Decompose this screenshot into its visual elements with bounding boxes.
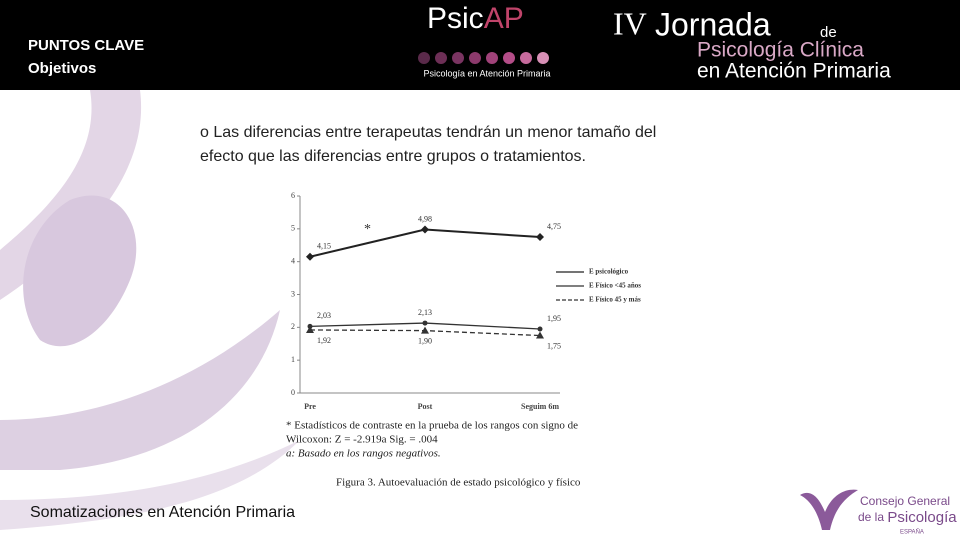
legend-label: E psicológico: [589, 268, 629, 276]
jornada-line3: en Atención Primaria: [697, 60, 891, 83]
decor: [0, 310, 280, 470]
jornada-word: Jornada: [655, 6, 771, 42]
value-label: 4,98: [418, 214, 432, 223]
logo-dots: [418, 52, 549, 64]
marker: [537, 326, 543, 332]
marker: [306, 325, 314, 333]
section: PUNTOS CLAVE: [28, 37, 144, 54]
jornada-de: de: [820, 24, 837, 41]
y-tick-label: 5: [291, 224, 295, 233]
footer-logo: Consejo General: [860, 494, 950, 508]
y-tick-label: 2: [291, 322, 295, 331]
value-label: 2,03: [317, 311, 331, 320]
value-label: 1,90: [418, 336, 432, 345]
body-text: o Las diferencias entre terapeutas tendr…: [200, 124, 656, 141]
decor: [0, 440, 300, 530]
body-text: efecto que las diferencias entre grupos …: [200, 148, 586, 165]
marker: [536, 331, 544, 339]
footer-logo: de la Psicología: [858, 509, 957, 526]
footer-logo: ESPAÑA: [900, 529, 924, 536]
annotation: *: [364, 222, 371, 237]
y-tick-label: 6: [291, 191, 295, 200]
footer-logo-icon: [800, 489, 858, 530]
value-label: 1,75: [547, 341, 561, 350]
jornada-roman: IV: [613, 5, 647, 41]
value-label: 1,95: [547, 314, 561, 323]
value-label: 4,15: [317, 242, 331, 251]
y-tick-label: 0: [291, 388, 295, 397]
jornada-line2: Psicología Clínica: [697, 39, 864, 62]
header-bar: [0, 0, 960, 90]
value-label: 1,92: [317, 336, 331, 345]
marker: [422, 320, 428, 326]
logo-text: PsicAP: [427, 2, 524, 35]
y-tick-label: 1: [291, 355, 295, 364]
chart-note: a: Basado en los rangos negativos.: [286, 448, 441, 460]
chart-note: * Estadísticos de contraste en la prueba…: [286, 420, 578, 432]
x-tick-label: Post: [418, 402, 433, 411]
value-label: 2,13: [418, 308, 432, 317]
y-tick-label: 4: [291, 256, 295, 265]
footer-text: Somatizaciones en Atención Primaria: [30, 504, 295, 521]
decor: [23, 195, 137, 347]
logo-tagline: Psicología en Atención Primaria: [423, 68, 550, 78]
chart-caption: Figura 3. Autoevaluación de estado psico…: [336, 477, 581, 489]
value-label: 4,75: [547, 222, 561, 231]
subsection: Objetivos: [28, 60, 96, 77]
x-tick-label: Seguim 6m: [521, 402, 559, 411]
marker: [536, 233, 544, 242]
chart: 0 1 2 3 4 5 6 Pre Post Seguim 6m 4,15 4,98 4,75 E psi…: [286, 191, 641, 489]
series-line: [309, 228, 541, 258]
legend-label: E Físico <45 años: [589, 282, 641, 290]
marker: [306, 252, 314, 261]
legend-label: E Físico 45 y más: [589, 296, 641, 304]
x-tick-label: Pre: [304, 402, 316, 411]
y-tick-label: 3: [291, 289, 295, 298]
marker: [421, 326, 429, 334]
chart-note: Wilcoxon: Z = -2.919a Sig. = .004: [286, 434, 438, 446]
marker: [421, 225, 429, 234]
